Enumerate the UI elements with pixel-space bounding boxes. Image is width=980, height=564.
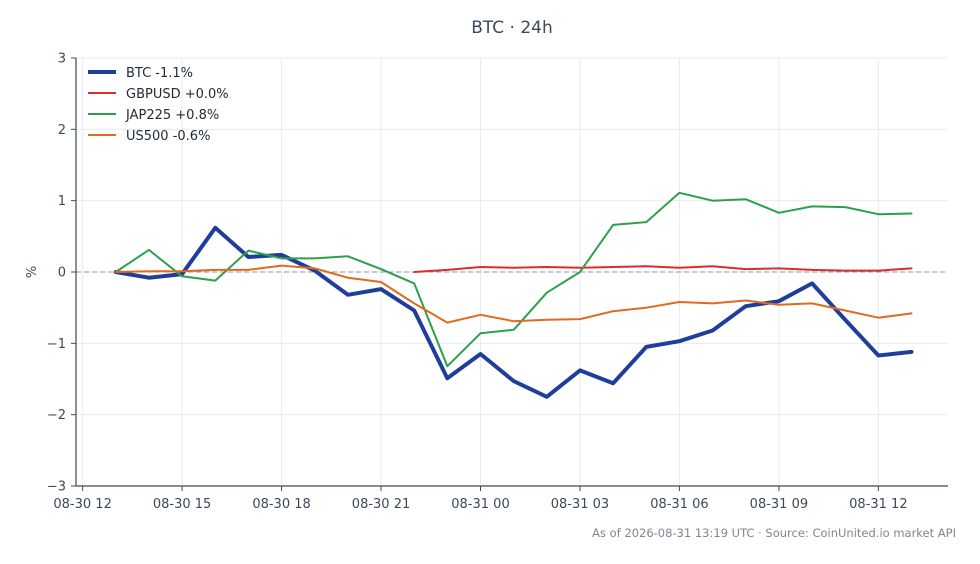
chart-title: BTC · 24h: [471, 18, 553, 38]
series-line: [114, 264, 913, 324]
x-tick-label: 08-30 18: [252, 497, 310, 512]
x-tick-label: 08-31 03: [551, 497, 609, 512]
series-line: [114, 191, 913, 368]
x-tick-label: 08-31 00: [451, 497, 509, 512]
y-tick-label: 1: [58, 194, 66, 209]
legend-label: US500 -0.6%: [126, 129, 210, 144]
y-tick-label: −2: [47, 408, 66, 423]
y-axis-label: %: [25, 266, 40, 278]
x-tick-label: 08-31 12: [849, 497, 907, 512]
y-tick-label: 0: [58, 266, 66, 281]
series-lines: [113, 191, 914, 399]
legend-label: GBPUSD +0.0%: [126, 87, 229, 102]
footer-note: As of 2026-08-31 13:19 UTC · Source: Coi…: [592, 526, 956, 540]
x-tick-label: 08-30 15: [153, 497, 211, 512]
legend-label: JAP225 +0.8%: [125, 108, 219, 123]
y-tick-label: −1: [47, 337, 66, 352]
y-tick-label: −3: [47, 480, 66, 495]
legend: BTC -1.1% GBPUSD +0.0% JAP225 +0.8% US500 -…: [88, 66, 229, 144]
x-tick-label: 08-31 06: [650, 497, 708, 512]
axis-ticks: 3 2 1 0 −1 −2 −3 08-30 12 08-30 15 08-30 18 08-30 …: [47, 52, 908, 513]
series-line: [413, 265, 913, 273]
x-tick-label: 08-30 12: [53, 497, 111, 512]
y-tick-label: 3: [58, 52, 66, 67]
x-tick-label: 08-30 21: [352, 497, 410, 512]
x-tick-label: 08-31 09: [750, 497, 808, 512]
series-line: [113, 225, 914, 399]
y-tick-label: 2: [58, 123, 66, 138]
legend-label: BTC -1.1%: [126, 66, 193, 81]
